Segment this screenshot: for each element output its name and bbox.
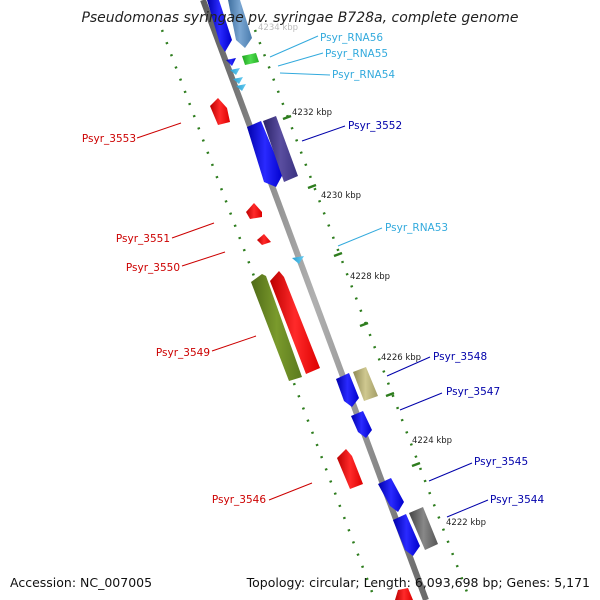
scale-label: 4224 kbp (412, 436, 452, 446)
rna-cyan-55[interactable] (226, 58, 236, 66)
map-title: Pseudomonas syringae pv. syringae B728a,… (81, 10, 519, 26)
scale-label: 4232 kbp (292, 108, 332, 118)
feature-label-3545[interactable]: Psyr_3545 (474, 456, 528, 468)
genome-backbone (200, 0, 429, 600)
leader-rna55 (277, 52, 324, 67)
gene-psyr3545[interactable] (378, 478, 404, 512)
gene-green-rna56[interactable] (242, 53, 259, 65)
gene-psyr3553[interactable] (210, 98, 230, 125)
feature-label-3549[interactable]: Psyr_3549 (156, 347, 210, 359)
leader-3547 (399, 392, 443, 411)
leader-rna53 (337, 227, 383, 247)
gene-steel-top[interactable] (228, 0, 252, 48)
leader-3551 (171, 222, 215, 239)
leader-3549 (211, 335, 257, 352)
gene-psyr3549-olive[interactable] (251, 274, 302, 381)
gene-psyr3544-gray[interactable] (409, 507, 438, 550)
gene-psyr3552-blue[interactable] (247, 121, 283, 187)
gene-features-left (210, 98, 413, 600)
gene-psyr3551[interactable] (246, 203, 262, 219)
feature-label-3551[interactable]: Psyr_3551 (116, 233, 170, 245)
feature-label-rna54[interactable]: Psyr_RNA54 (332, 69, 395, 81)
gene-psyr3548-khaki[interactable] (353, 367, 378, 401)
rna-cyan-54b[interactable] (233, 77, 243, 84)
tick-4232 (282, 114, 292, 121)
gene-psyr3547[interactable] (351, 411, 372, 438)
leader-3546 (268, 482, 313, 501)
inner-right-track (253, 29, 472, 600)
scale-label: 4222 kbp (446, 518, 486, 528)
scale-ticks (282, 114, 421, 468)
feature-label-3550[interactable]: Psyr_3550 (126, 262, 180, 274)
gene-psyr3546[interactable] (337, 449, 363, 489)
outer-left-track (160, 29, 377, 600)
feature-label-rna53[interactable]: Psyr_RNA53 (385, 222, 448, 234)
leader-3552 (301, 125, 346, 142)
tick-4226 (359, 321, 369, 328)
tick-4224 (385, 391, 395, 398)
feature-label-3547[interactable]: Psyr_3547 (446, 386, 500, 398)
feature-label-3552[interactable]: Psyr_3552 (348, 120, 402, 132)
leader-3553 (136, 122, 182, 139)
leader-rna56 (269, 35, 319, 58)
leader-3544 (446, 499, 489, 518)
feature-label-3553[interactable]: Psyr_3553 (82, 133, 136, 145)
rna-cyan-54a[interactable] (230, 68, 240, 75)
gene-psyr3544-blue[interactable] (393, 514, 420, 556)
rna-cyan-54c[interactable] (236, 84, 246, 91)
leader-3548 (386, 356, 431, 377)
gene-features (207, 0, 438, 556)
gene-blue-top[interactable] (207, 0, 232, 52)
scale-label: 4228 kbp (350, 272, 390, 282)
feature-label-rna55[interactable]: Psyr_RNA55 (325, 48, 388, 60)
gene-red-bottom[interactable] (395, 588, 413, 600)
feature-label-3544[interactable]: Psyr_3544 (490, 494, 544, 506)
topology-text: Topology: circular; Length: 6,093,698 bp… (246, 575, 590, 590)
leader-3550 (181, 251, 226, 267)
leader-3545 (428, 462, 473, 482)
gene-psyr3548-blue[interactable] (336, 373, 359, 407)
leader-rna54 (279, 72, 331, 76)
accession-text: Accession: NC_007005 (10, 575, 153, 590)
scale-label: 4234 kbp (258, 23, 298, 33)
gene-psyr3550[interactable] (257, 234, 271, 245)
tick-4222 (411, 461, 421, 468)
feature-label-rna56[interactable]: Psyr_RNA56 (320, 32, 383, 44)
scale-label: 4230 kbp (321, 191, 361, 201)
feature-labels: Psyr_RNA56 Psyr_RNA55 Psyr_RNA54 Psyr_35… (82, 32, 545, 506)
rna-cyan-53[interactable] (292, 256, 304, 264)
gene-psyr3552-purple[interactable] (263, 116, 298, 182)
feature-label-3546[interactable]: Psyr_3546 (212, 494, 266, 506)
leader-lines (136, 35, 489, 518)
scale-labels: 4234 kbp 4232 kbp 4230 kbp 4228 kbp 4226… (258, 23, 486, 528)
gene-psyr3549-red[interactable] (270, 271, 320, 374)
scale-label: 4226 kbp (381, 353, 421, 363)
feature-label-3548[interactable]: Psyr_3548 (433, 351, 487, 363)
tick-4228 (333, 251, 343, 258)
tick-4230 (307, 183, 317, 190)
